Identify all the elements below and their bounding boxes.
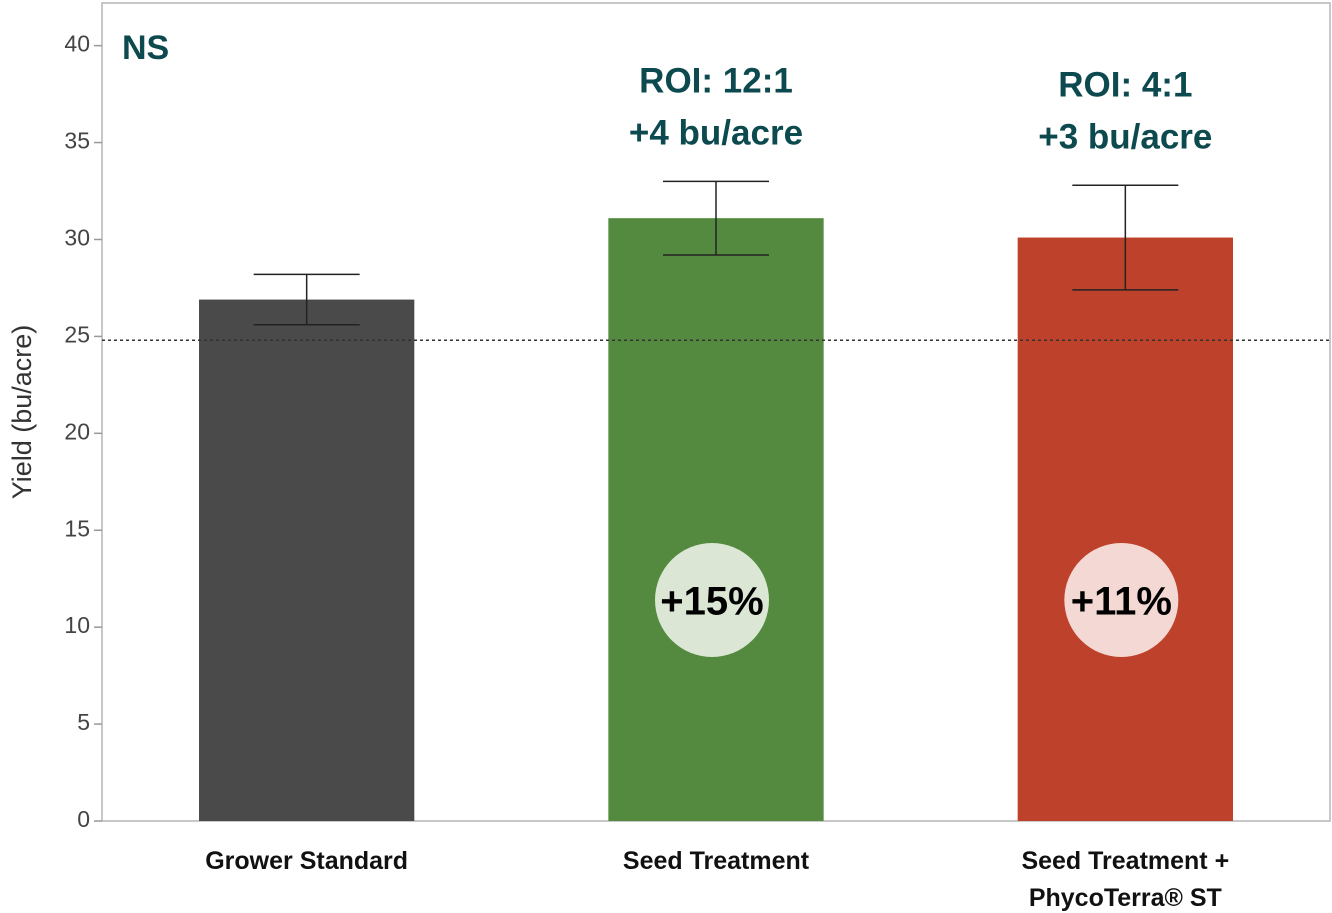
x-tick-label: Seed Treatment + PhycoTerra® ST [1021,847,1230,912]
percent-label: +15% [660,580,763,624]
y-tick-label: 15 [64,515,90,541]
y-tick-label: 40 [64,31,90,57]
gain-label: +3 bu/acre [1038,117,1212,156]
y-tick-label: 0 [77,806,90,832]
gain-label: +4 bu/acre [629,114,803,153]
x-tick-label: Grower Standard [205,847,409,875]
percent-label: +11% [1071,580,1172,624]
percent-circle [1064,543,1179,657]
bar [1017,237,1233,821]
y-tick-label: 10 [64,612,90,638]
percent-circle [655,543,769,657]
x-tick-label: Seed Treatment [622,847,810,875]
roi-label: ROI: 12:1 [639,62,793,101]
y-tick-label: 35 [64,128,90,154]
roi-label: ROI: 4:1 [1058,65,1192,104]
y-axis-label: Yield (bu/acre) [7,325,37,500]
y-tick-label: 20 [64,418,90,444]
y-tick-label: 25 [64,321,90,347]
y-tick-label: 5 [77,709,90,735]
bar [608,218,824,821]
y-tick-label: 30 [64,225,90,251]
bar [199,299,415,821]
significance-label: NS [122,29,169,67]
